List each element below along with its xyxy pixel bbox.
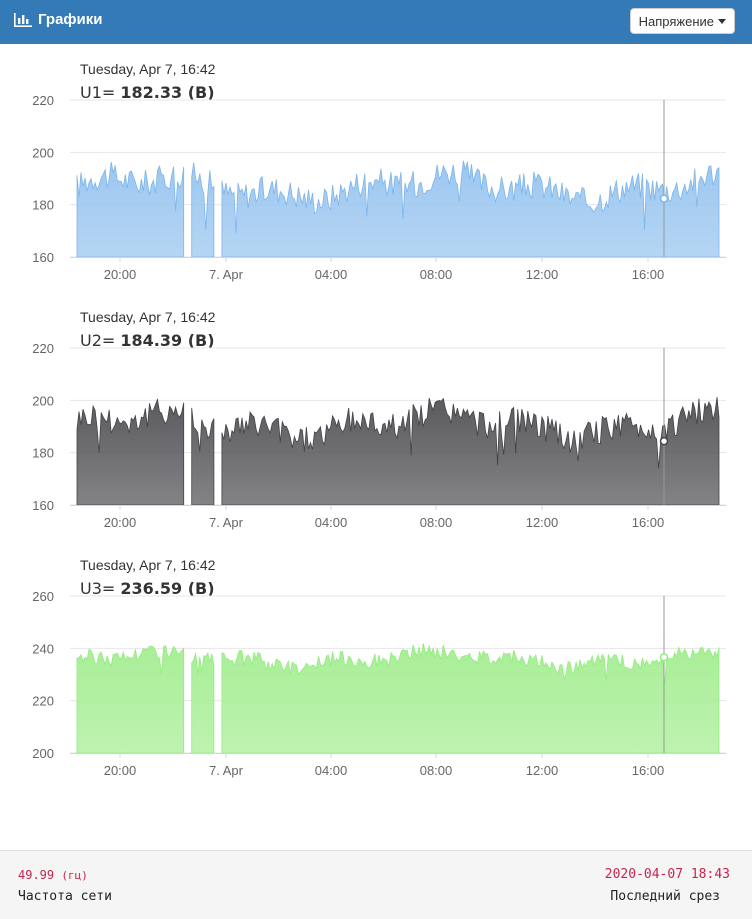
x-tick-label: 7. Apr (209, 515, 244, 530)
series-value: 236.59 (В) (120, 579, 214, 598)
brand[interactable]: Графики (14, 11, 103, 28)
caret-down-icon (718, 18, 726, 24)
x-tick-label: 16:00 (632, 763, 665, 778)
x-tick-label: 16:00 (632, 515, 665, 530)
x-tick-label: 12:00 (526, 515, 559, 530)
x-tick-label: 04:00 (315, 515, 348, 530)
x-tick-label: 04:00 (315, 763, 348, 778)
x-tick-label: 20:00 (104, 267, 137, 282)
series-value: 184.39 (В) (120, 331, 214, 350)
status-footer: 49.99 (гц) Частота сети 2020-04-07 18:43… (0, 850, 752, 919)
x-tick-label: 20:00 (104, 763, 137, 778)
series-label: U1= (80, 83, 120, 102)
x-tick-label: 12:00 (526, 763, 559, 778)
dropdown-label: Напряжение (638, 13, 714, 29)
y-tick-label: 240 (32, 641, 54, 656)
chart-u1[interactable]: Tuesday, Apr 7, 16:42 U1= 182.33 (В) 220 20… (0, 55, 752, 290)
app-title: Графики (38, 11, 103, 28)
hover-marker (659, 194, 669, 203)
measurement-dropdown[interactable]: Напряжение (629, 8, 735, 34)
series-value: 182.33 (В) (120, 83, 214, 102)
x-tick-label: 04:00 (315, 267, 348, 282)
chart-u3[interactable]: Tuesday, Apr 7, 16:42 U3= 236.59 (В) 260 24… (0, 551, 752, 786)
top-navbar: Графики Напряжение (0, 0, 752, 44)
x-tick-label: 7. Apr (209, 267, 244, 282)
y-tick-label: 180 (32, 198, 54, 213)
x-tick-label: 08:00 (420, 515, 453, 530)
chart-u2[interactable]: Tuesday, Apr 7, 16:42 U2= 184.39 (В) 220 20… (0, 303, 752, 538)
last-slice-value: 2020-04-07 18:43 (604, 867, 730, 882)
series-area (76, 160, 720, 258)
series-label: U2= (80, 331, 120, 350)
y-tick-label: 160 (32, 250, 54, 265)
x-tick-label: 16:00 (632, 267, 665, 282)
hover-marker (659, 653, 669, 662)
series-area (76, 643, 720, 754)
series-readout: U1= 182.33 (В) (80, 83, 215, 102)
x-tick-label: 08:00 (420, 267, 453, 282)
x-tick-label: 12:00 (526, 267, 559, 282)
x-tick-label: 7. Apr (209, 763, 244, 778)
series-area (76, 397, 720, 506)
tooltip-date: Tuesday, Apr 7, 16:42 (80, 61, 216, 77)
series-readout: U3= 236.59 (В) (80, 579, 215, 598)
hover-marker (659, 436, 669, 446)
y-tick-label: 200 (32, 746, 54, 761)
y-tick-label: 200 (32, 145, 54, 160)
tooltip-date: Tuesday, Apr 7, 16:42 (80, 557, 216, 573)
tooltip-date: Tuesday, Apr 7, 16:42 (80, 309, 216, 325)
series-label: U3= (80, 579, 120, 598)
y-tick-label: 220 (32, 93, 54, 108)
y-tick-label: 160 (32, 498, 54, 513)
frequency-label: Частота сети (18, 889, 112, 904)
y-tick-label: 180 (32, 446, 54, 461)
last-slice-label: Последний срез (610, 889, 720, 904)
y-tick-label: 260 (32, 589, 54, 604)
y-tick-label: 220 (32, 341, 54, 356)
y-tick-label: 220 (32, 694, 54, 709)
frequency-value: 49.99 (гц) (18, 868, 88, 882)
series-readout: U2= 184.39 (В) (80, 331, 215, 350)
bar-chart-icon (14, 12, 32, 27)
x-tick-label: 08:00 (420, 763, 453, 778)
x-tick-label: 20:00 (104, 515, 137, 530)
y-tick-label: 200 (32, 393, 54, 408)
